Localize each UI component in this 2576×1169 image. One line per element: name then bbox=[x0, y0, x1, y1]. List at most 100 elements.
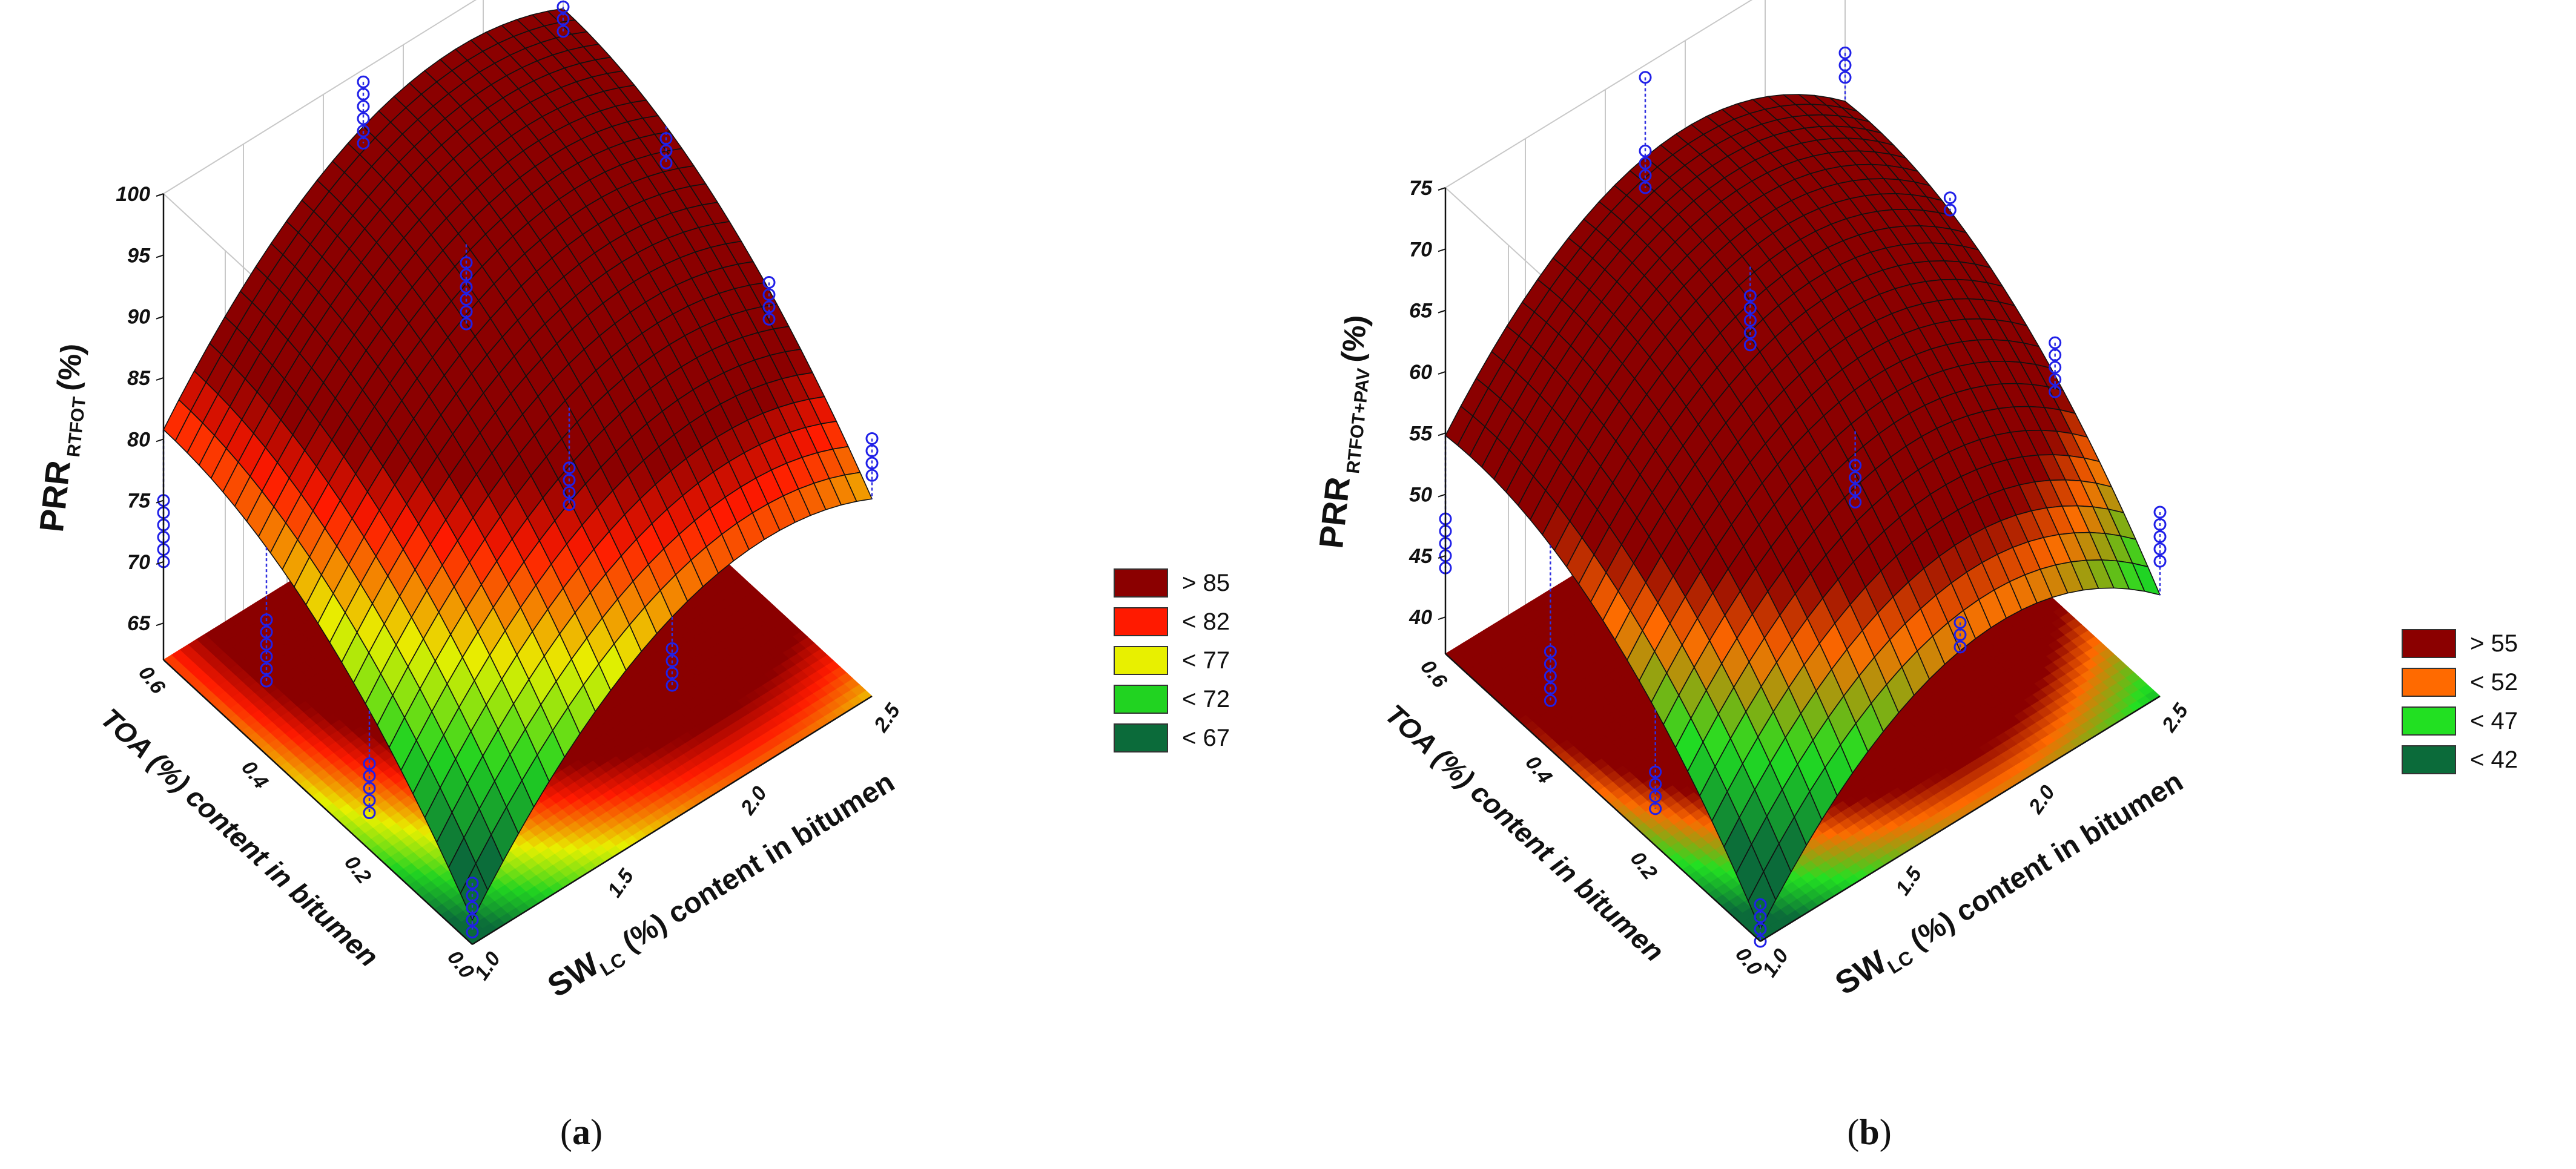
data-point bbox=[1754, 910, 1767, 923]
data-point bbox=[2049, 361, 2062, 374]
data-point bbox=[357, 88, 370, 101]
z-tick-label: 90 bbox=[127, 306, 150, 329]
data-point bbox=[2049, 336, 2062, 349]
data-point bbox=[659, 144, 673, 157]
data-point bbox=[260, 613, 273, 627]
data-point bbox=[260, 662, 273, 676]
data-point bbox=[1639, 157, 1652, 170]
data-point bbox=[2153, 555, 2167, 568]
data-point bbox=[1649, 777, 1662, 791]
data-point bbox=[2153, 530, 2167, 544]
x-tick-label: 1.0 bbox=[470, 947, 505, 984]
data-point bbox=[556, 25, 570, 38]
legend-label: < 77 bbox=[1182, 647, 1230, 674]
data-point bbox=[2049, 348, 2062, 361]
data-point bbox=[1849, 459, 1862, 472]
data-point bbox=[865, 432, 879, 445]
observed-points bbox=[157, 0, 879, 939]
data-point bbox=[466, 913, 479, 926]
data-point bbox=[1838, 71, 1852, 84]
x-tick-label: 2.0 bbox=[736, 782, 771, 819]
legend: > 55 < 52 < 47 < 42 bbox=[2402, 629, 2518, 774]
data-point bbox=[260, 650, 273, 664]
data-point bbox=[2153, 518, 2167, 531]
data-point bbox=[1943, 203, 1957, 217]
x-tick-label: 2.0 bbox=[2024, 781, 2059, 818]
data-point bbox=[260, 625, 273, 639]
z-tick-label: 70 bbox=[1409, 238, 1432, 261]
data-point bbox=[1544, 657, 1557, 670]
z-tick-label: 85 bbox=[127, 367, 151, 390]
data-point bbox=[363, 769, 376, 783]
legend-swatch bbox=[2402, 629, 2456, 658]
data-point bbox=[1743, 289, 1757, 303]
data-point bbox=[466, 901, 479, 914]
data-point bbox=[466, 877, 479, 890]
legend: > 85 < 82 < 77 < 72 < 67 bbox=[1114, 568, 1230, 752]
data-point bbox=[357, 124, 370, 137]
legend-label: < 52 bbox=[2470, 669, 2518, 696]
data-point bbox=[466, 889, 479, 902]
data-point bbox=[357, 112, 370, 125]
legend-swatch bbox=[1114, 568, 1168, 598]
data-point bbox=[665, 667, 679, 680]
data-point bbox=[1849, 483, 1862, 496]
data-point bbox=[460, 268, 473, 282]
z-tick-label: 70 bbox=[127, 551, 150, 574]
z-tick-label: 55 bbox=[1409, 422, 1433, 445]
data-point bbox=[865, 444, 879, 458]
legend-label: > 85 bbox=[1182, 570, 1230, 596]
data-point bbox=[762, 275, 776, 289]
data-point bbox=[865, 469, 879, 482]
data-point bbox=[1544, 694, 1557, 707]
data-point bbox=[665, 654, 679, 668]
legend-swatch bbox=[2402, 706, 2456, 736]
data-point bbox=[1953, 640, 1967, 654]
data-point bbox=[460, 305, 473, 318]
legend-label: < 67 bbox=[1182, 725, 1230, 751]
z-tick-label: 75 bbox=[1409, 177, 1433, 200]
data-point bbox=[1743, 326, 1757, 340]
data-point bbox=[659, 132, 673, 145]
data-point bbox=[1849, 471, 1862, 484]
data-point bbox=[762, 300, 776, 314]
z-tick-label: 80 bbox=[127, 428, 150, 451]
legend-label: > 55 bbox=[2470, 630, 2518, 657]
data-point bbox=[1639, 181, 1652, 194]
data-point bbox=[2153, 542, 2167, 556]
data-point bbox=[1838, 59, 1852, 72]
x-tick-label: 1.5 bbox=[603, 864, 639, 901]
legend-swatch bbox=[2402, 668, 2456, 697]
data-point bbox=[363, 757, 376, 770]
z-axis: 40 45 50 55 60 65 70 75 PRR RTFOT+PAV (%) bbox=[1312, 177, 1447, 654]
data-point bbox=[1743, 338, 1757, 352]
data-point bbox=[1649, 765, 1662, 779]
data-point bbox=[460, 317, 473, 331]
data-point bbox=[260, 637, 273, 651]
data-point bbox=[460, 280, 473, 294]
z-tick-label: 75 bbox=[127, 490, 151, 513]
data-point bbox=[1754, 923, 1767, 936]
z-tick-label: 65 bbox=[127, 612, 151, 635]
data-point bbox=[1953, 628, 1967, 642]
legend-label: < 72 bbox=[1182, 686, 1230, 713]
data-point bbox=[1838, 46, 1852, 59]
y-tick-label: 0.2 bbox=[340, 851, 375, 888]
legend-swatch bbox=[1114, 723, 1168, 752]
data-point bbox=[1544, 682, 1557, 695]
surface-chart-a: 65 70 75 80 85 90 95 100 PRR RTFOT (%) 0.0 0.2 0.4 0… bbox=[32, 0, 1230, 1152]
data-point bbox=[1754, 898, 1767, 911]
y-tick-label: 0.4 bbox=[237, 757, 272, 794]
y-tick-label: 0.6 bbox=[134, 662, 170, 699]
legend-swatch bbox=[1114, 685, 1168, 714]
z-axis: 65 70 75 80 85 90 95 100 PRR RTFOT (%) bbox=[32, 183, 165, 660]
data-point bbox=[460, 293, 473, 306]
z-tick-label: 95 bbox=[127, 244, 151, 267]
data-point bbox=[1649, 802, 1662, 815]
data-point bbox=[1649, 790, 1662, 803]
data-point bbox=[357, 100, 370, 113]
data-point bbox=[363, 782, 376, 795]
y-tick-label: 0.0 bbox=[443, 946, 478, 983]
data-point bbox=[563, 461, 576, 475]
data-point bbox=[2049, 373, 2062, 386]
